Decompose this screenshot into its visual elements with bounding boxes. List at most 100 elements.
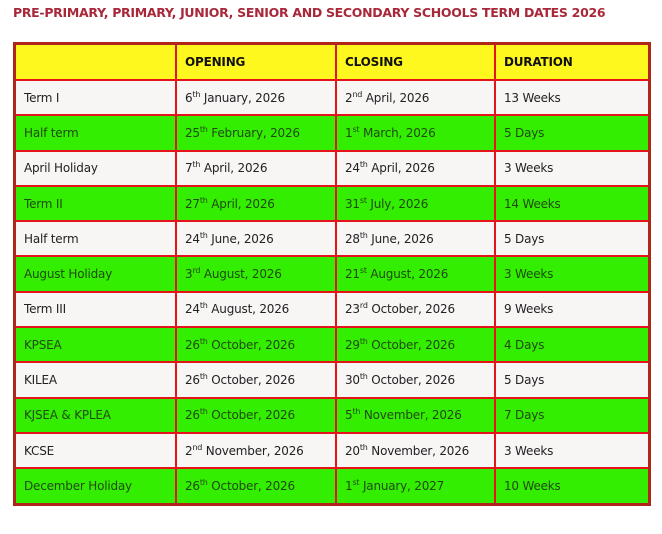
day: 2 [345, 90, 353, 105]
day: 26 [185, 408, 200, 423]
opening-date: 26th October, 2026 [175, 467, 337, 506]
closing-date: 28th June, 2026 [335, 220, 496, 258]
term-dates-table: OPENING CLOSING DURATION Term I 6th Janua… [13, 42, 651, 506]
day: 2 [185, 443, 193, 458]
period-name: KILEA [13, 361, 177, 399]
day: 21 [345, 267, 360, 282]
closing-date: 1st January, 2027 [335, 467, 496, 506]
header-closing: CLOSING [335, 42, 496, 81]
opening-date: 6th January, 2026 [175, 78, 337, 117]
day: 1 [345, 478, 353, 493]
ordinal-suffix: st [352, 124, 360, 134]
table-row: Half term 24th June, 2026 28th June, 2026 5… [13, 220, 651, 258]
ordinal-suffix: th [199, 477, 208, 487]
table-row: August Holiday 3rd August, 2026 21st Augus… [13, 255, 651, 293]
opening-date: 26th October, 2026 [175, 361, 337, 399]
month-year: October, 2026 [367, 302, 455, 317]
ordinal-suffix: th [192, 89, 201, 99]
day: 7 [185, 161, 193, 176]
day: 5 [345, 408, 353, 423]
day: 6 [185, 90, 193, 105]
day: 24 [185, 302, 200, 317]
day: 27 [185, 196, 200, 211]
ordinal-suffix: st [352, 477, 360, 487]
period-name: Term II [13, 184, 177, 223]
day: 25 [185, 125, 200, 140]
table-row: KILEA 26th October, 2026 30th October, 202… [13, 361, 651, 399]
duration: 5 Days [494, 220, 651, 258]
closing-date: 23rd October, 2026 [335, 290, 496, 329]
duration: 7 Days [494, 396, 651, 434]
month-year: April, 2026 [367, 161, 435, 176]
day: 24 [345, 161, 360, 176]
ordinal-suffix: th [359, 442, 368, 452]
opening-date: 2nd November, 2026 [175, 431, 337, 470]
duration: 4 Days [494, 326, 651, 364]
ordinal-suffix: th [359, 336, 368, 346]
closing-date: 20th November, 2026 [335, 431, 496, 470]
ordinal-suffix: th [359, 160, 368, 170]
duration: 10 Weeks [494, 467, 651, 506]
period-name: Half term [13, 114, 177, 152]
month-year: August, 2026 [366, 267, 449, 282]
day: 31 [345, 196, 360, 211]
opening-date: 24th June, 2026 [175, 220, 337, 258]
period-name: KCSE [13, 431, 177, 470]
month-year: October, 2026 [207, 373, 295, 388]
day: 28 [345, 231, 360, 246]
month-year: November, 2026 [367, 443, 470, 458]
table-row: KCSE 2nd November, 2026 20th November, 202… [13, 431, 651, 470]
opening-date: 26th October, 2026 [175, 396, 337, 434]
month-year: April, 2026 [362, 90, 430, 105]
closing-date: 5th November, 2026 [335, 396, 496, 434]
month-year: April, 2026 [200, 161, 268, 176]
month-year: April, 2026 [207, 196, 275, 211]
period-name: Term I [13, 78, 177, 117]
month-year: June, 2026 [207, 231, 274, 246]
ordinal-suffix: th [199, 195, 208, 205]
day: 26 [185, 373, 200, 388]
month-year: October, 2026 [367, 337, 455, 352]
duration: 9 Weeks [494, 290, 651, 329]
ordinal-suffix: th [199, 124, 208, 134]
closing-date: 30th October, 2026 [335, 361, 496, 399]
month-year: July, 2026 [366, 196, 429, 211]
month-year: February, 2026 [207, 125, 300, 140]
ordinal-suffix: th [199, 230, 208, 240]
duration: 14 Weeks [494, 184, 651, 223]
table-row: Half term 25th February, 2026 1st March, 2… [13, 114, 651, 152]
month-year: October, 2026 [207, 478, 295, 493]
ordinal-suffix: th [192, 160, 201, 170]
month-year: October, 2026 [367, 373, 455, 388]
month-year: August, 2026 [207, 302, 290, 317]
month-year: October, 2026 [207, 337, 295, 352]
period-name: December Holiday [13, 467, 177, 506]
duration: 5 Days [494, 114, 651, 152]
header-duration: DURATION [494, 42, 651, 81]
ordinal-suffix: th [352, 407, 361, 417]
table-row: Term III 24th August, 2026 23rd October, 2… [13, 290, 651, 329]
table-row: Term II 27th April, 2026 31st July, 2026 14… [13, 184, 651, 223]
period-name: August Holiday [13, 255, 177, 293]
ordinal-suffix: nd [352, 89, 363, 99]
ordinal-suffix: th [199, 407, 208, 417]
ordinal-suffix: st [359, 266, 367, 276]
day: 1 [345, 125, 353, 140]
closing-date: 1st March, 2026 [335, 114, 496, 152]
ordinal-suffix: nd [192, 442, 203, 452]
closing-date: 29th October, 2026 [335, 326, 496, 364]
duration: 3 Weeks [494, 149, 651, 187]
month-year: November, 2026 [202, 443, 304, 458]
period-name: Half term [13, 220, 177, 258]
month-year: March, 2026 [359, 125, 436, 140]
opening-date: 7th April, 2026 [175, 149, 337, 187]
day: 24 [185, 231, 200, 246]
ordinal-suffix: th [199, 372, 208, 382]
ordinal-suffix: rd [192, 266, 201, 276]
day: 29 [345, 337, 360, 352]
table-row: KPSEA 26th October, 2026 29th October, 202… [13, 326, 651, 364]
day: 26 [185, 337, 200, 352]
page-title: PRE-PRIMARY, PRIMARY, JUNIOR, SENIOR AND… [13, 5, 606, 20]
closing-date: 24th April, 2026 [335, 149, 496, 187]
day: 3 [185, 267, 193, 282]
